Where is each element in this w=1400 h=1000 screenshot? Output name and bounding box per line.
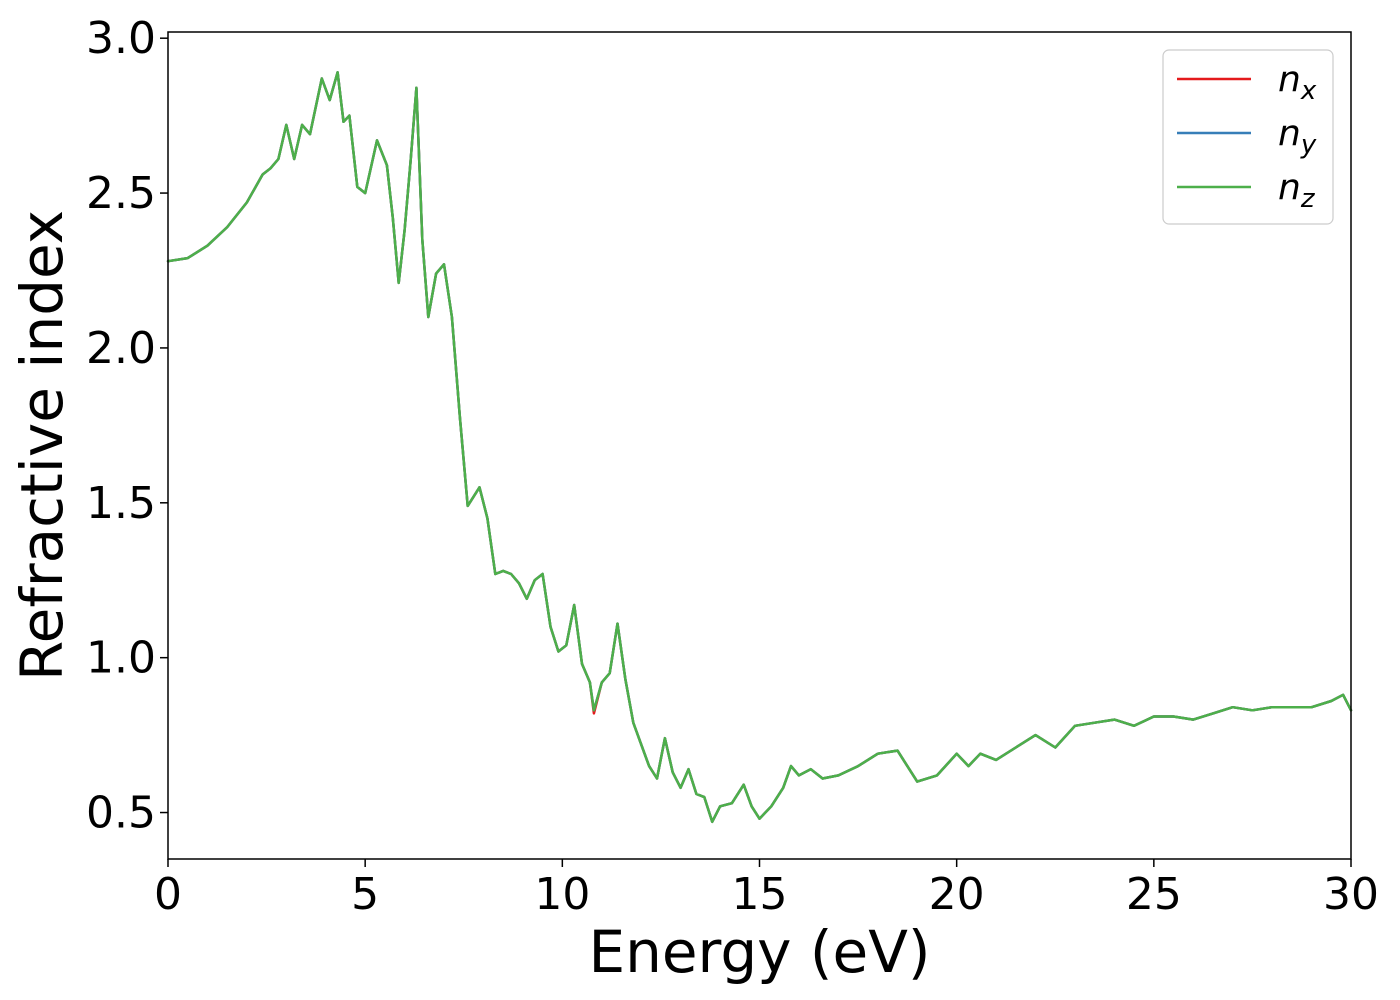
legend-box — [1162, 49, 1334, 225]
series-line-nz — [166, 71, 1353, 824]
x-tick-label: 30 — [1323, 869, 1379, 920]
x-tick-label: 20 — [929, 869, 985, 920]
x-axis-ticks: 0 5 10 15 20 25 30 — [154, 859, 1379, 920]
y-axis-title: Refractive index — [8, 210, 76, 681]
x-tick-label: 5 — [351, 869, 379, 920]
y-tick-label: 2.0 — [86, 323, 156, 374]
y-tick-label: 1.5 — [86, 478, 156, 529]
x-tick-label: 10 — [534, 869, 590, 920]
y-tick-label: 0.5 — [86, 788, 156, 839]
x-tick-label: 15 — [732, 869, 788, 920]
series-layer — [166, 71, 1353, 824]
x-tick-label: 0 — [154, 869, 182, 920]
x-axis-title: Energy (eV) — [588, 918, 930, 986]
x-tick-label: 25 — [1126, 869, 1182, 920]
y-tick-label: 1.0 — [86, 633, 156, 684]
y-tick-label: 2.5 — [86, 168, 156, 219]
y-axis-ticks: 0.5 1.0 1.5 2.0 2.5 3.0 — [86, 13, 168, 839]
y-tick-label: 3.0 — [86, 13, 156, 64]
